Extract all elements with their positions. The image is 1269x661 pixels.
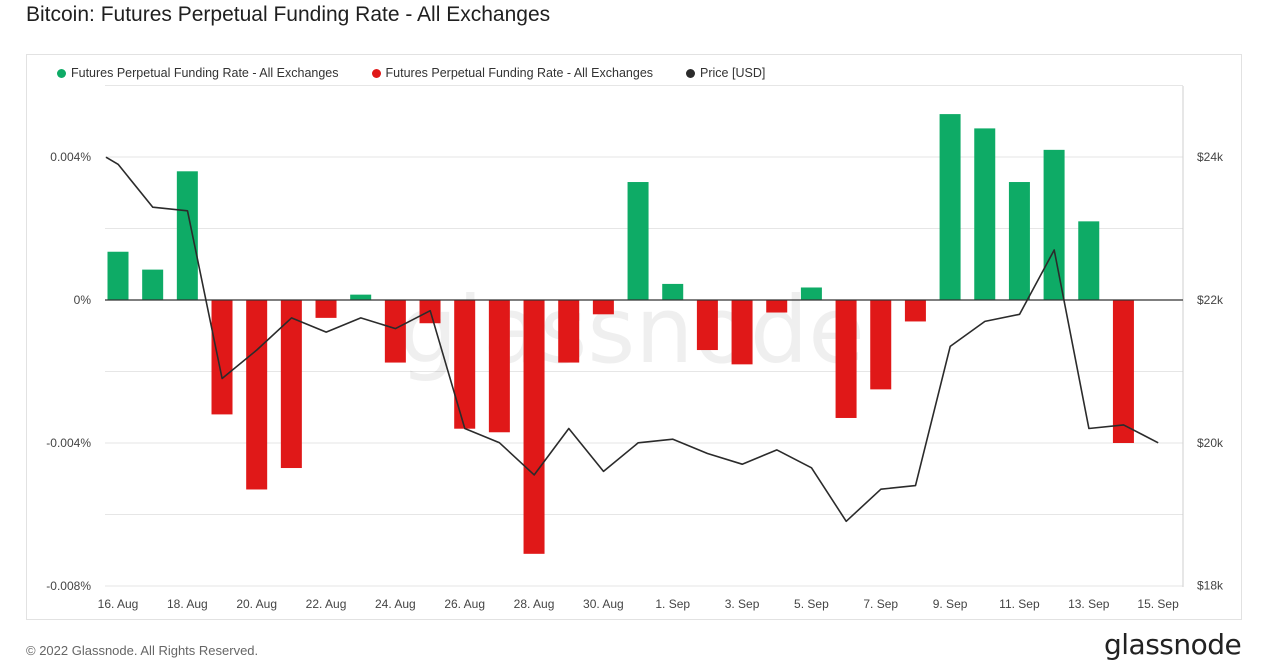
bar-negative: [280, 300, 302, 469]
bar-negative: [384, 300, 406, 363]
x-tick-label: 28. Aug: [514, 597, 555, 611]
bar-negative: [835, 300, 857, 418]
bar-positive: [974, 128, 996, 300]
bar-negative: [1112, 300, 1134, 443]
bar-negative: [731, 300, 753, 365]
bar-negative: [523, 300, 545, 554]
bar-positive: [800, 287, 822, 300]
y-left-tick-label: 0.004%: [50, 150, 91, 164]
x-tick-label: 22. Aug: [306, 597, 347, 611]
x-tick-label: 3. Sep: [725, 597, 760, 611]
bar-positive: [1043, 149, 1065, 300]
legend-item-positive-funding[interactable]: Futures Perpetual Funding Rate - All Exc…: [57, 66, 339, 80]
x-tick-label: 24. Aug: [375, 597, 416, 611]
legend-item-price[interactable]: Price [USD]: [686, 66, 765, 80]
price-line: [105, 156, 1159, 523]
chart-legend: Futures Perpetual Funding Rate - All Exc…: [57, 66, 798, 80]
chart-frame: [26, 54, 1242, 620]
legend-label: Futures Perpetual Funding Rate - All Exc…: [71, 66, 339, 80]
line-layer: [105, 156, 1159, 523]
x-tick-label: 16. Aug: [98, 597, 139, 611]
bars-layer: [107, 114, 1134, 554]
bar-negative: [592, 300, 614, 315]
x-tick-label: 9. Sep: [933, 597, 968, 611]
page-title: Bitcoin: Futures Perpetual Funding Rate …: [26, 3, 551, 26]
y-right-tick-label: $24k: [1197, 150, 1224, 164]
bar-negative: [454, 300, 476, 429]
y-right-tick-label: $20k: [1197, 436, 1224, 450]
bar-negative: [488, 300, 510, 433]
bar-positive: [107, 251, 129, 300]
legend-dot-black: [686, 68, 696, 78]
bar-positive: [1008, 182, 1030, 300]
bar-negative: [870, 300, 892, 390]
legend-dot-green: [57, 68, 66, 78]
y-left-tick-label: -0.008%: [46, 579, 91, 593]
x-tick-label: 1. Sep: [655, 597, 690, 611]
legend-label: Price [USD]: [700, 66, 766, 80]
bar-negative: [696, 300, 718, 351]
y-right-tick-label: $22k: [1197, 293, 1224, 307]
y-left-tick-label: -0.004%: [46, 436, 91, 450]
x-tick-label: 26. Aug: [444, 597, 485, 611]
bar-negative: [246, 300, 268, 490]
bar-positive: [176, 171, 198, 300]
bar-negative: [211, 300, 233, 415]
y-left-tick-label: 0%: [74, 293, 92, 307]
bar-positive: [939, 114, 961, 300]
bar-positive: [1078, 221, 1100, 300]
bar-positive: [662, 283, 684, 300]
legend-label: Futures Perpetual Funding Rate - All Exc…: [385, 66, 654, 80]
y-right-tick-label: $18k: [1197, 579, 1224, 593]
x-tick-label: 7. Sep: [863, 597, 898, 611]
axis-layer: 0.004% 0% -0.004% -0.008% $24k $22k $20k $18k 16…: [46, 150, 1224, 611]
legend-dot-red: [371, 68, 381, 78]
x-tick-label: 20. Aug: [236, 597, 277, 611]
legend-item-negative-funding[interactable]: Futures Perpetual Funding Rate - All Exc…: [371, 66, 654, 80]
bar-positive: [627, 182, 649, 300]
x-tick-label: 18. Aug: [167, 597, 208, 611]
bar-positive: [142, 269, 164, 300]
x-tick-label: 11. Sep: [999, 597, 1040, 611]
x-tick-label: 5. Sep: [794, 597, 829, 611]
x-tick-label: 30. Aug: [583, 597, 624, 611]
bar-negative: [558, 300, 580, 363]
bar-negative: [904, 300, 926, 322]
x-tick-label: 15. Sep: [1137, 597, 1179, 611]
copyright-text: © 2022 Glassnode. All Rights Reserved.: [26, 643, 259, 658]
x-tick-label: 13. Sep: [1068, 597, 1110, 611]
bar-negative: [766, 300, 788, 313]
glassnode-logo[interactable]: glassnode: [1104, 628, 1242, 661]
bar-negative: [315, 300, 337, 318]
bar-positive: [350, 294, 372, 300]
